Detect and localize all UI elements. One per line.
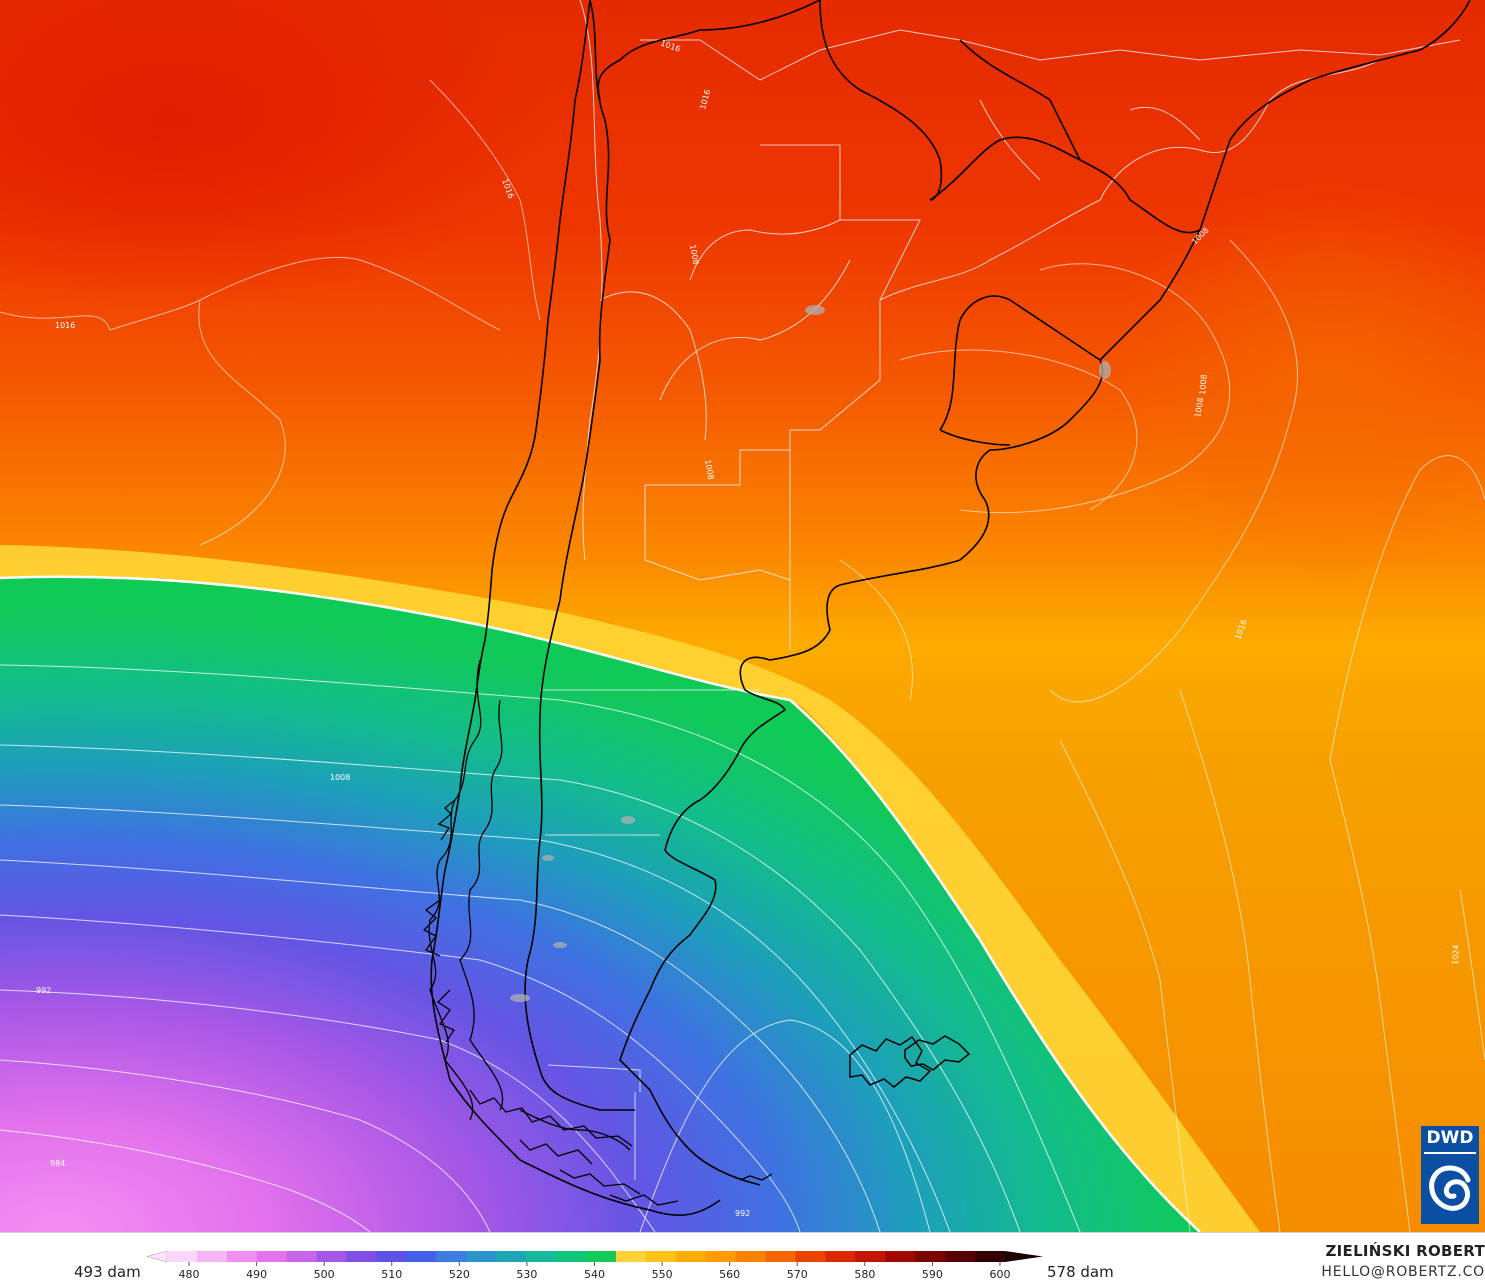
author-email: HELLO@ROBERTZ.CO [1321,1264,1485,1280]
scale-tick-label: 560 [719,1268,740,1281]
coastlines [430,0,1471,1216]
isobar-label-1016-a: 1016 [55,321,75,330]
scale-bin [915,1251,946,1262]
author-name: ZIELIŃSKI ROBERT [1325,1242,1485,1260]
scale-tick-label: 600 [990,1268,1011,1281]
scale-bin [466,1251,497,1262]
scale-bin [526,1251,557,1262]
scale-bin [885,1251,916,1262]
isobar-label-1008-e: 1008 [330,773,350,782]
dwd-logo-text: DWD [1426,1128,1474,1148]
scale-tick-label: 530 [516,1268,537,1281]
scale-bin [496,1251,527,1262]
scale-bin [735,1251,767,1262]
scale-bin [556,1251,587,1262]
isobar-label-992-b: 992 [735,1209,750,1218]
scale-bin [645,1251,677,1262]
scale-bin [705,1251,737,1262]
lakes [510,305,1111,1002]
isobars-cold [0,664,1081,1232]
chile-fjords [422,659,773,1206]
scale-bin [256,1251,288,1262]
scale-tick-label: 480 [179,1268,200,1281]
color-scale: 480 490 500 510 520 530 540 550 560 570 580 590 600 [146,1250,1043,1281]
weather-map: 1016 1016 1016 1016 1008 1008 1008 1008 … [0,0,1485,1232]
scale-bin [406,1251,437,1262]
scale-bin [316,1251,348,1262]
legend-max-label: 578 dam [1047,1263,1114,1281]
scale-bin [765,1251,797,1262]
scale-tick-label: 510 [381,1268,402,1281]
isobar-label-1008-c: 1008 [1198,374,1209,395]
isobar-label-1008-f: 1008 [1193,397,1205,419]
scale-tick-label: 570 [787,1268,808,1281]
scale-bin [945,1251,976,1262]
scale-bin [615,1251,647,1262]
scale-tick-label: 590 [922,1268,943,1281]
isobars-warm [0,79,1485,1232]
dwd-swirl-icon [1429,1165,1471,1211]
scale-bin [346,1251,378,1262]
cold-low-field [0,576,1200,1232]
front-edge-line [0,575,1201,1232]
scale-tick-label: 500 [314,1268,335,1281]
scale-bin [855,1251,886,1262]
falkland-islands [849,1035,971,1088]
isobar-label-984: 984 [50,1159,65,1168]
scale-max-arrow [1005,1251,1043,1262]
isobar-label-1008-d: 1008 [703,459,715,481]
scale-bin [825,1251,856,1262]
scale-bin [226,1251,258,1262]
scale-bin [795,1251,827,1262]
scale-tick-label: 550 [652,1268,673,1281]
isobar-label-992-a: 992 [36,986,51,995]
scale-bin [167,1251,198,1262]
scale-tick-label: 540 [584,1268,605,1281]
isobar-label-1008-a: 1008 [688,244,700,266]
legend-footer: 493 dam 480 490 500 510 520 530 540 550 560 570 58… [0,1232,1485,1288]
scale-tick-label: 490 [246,1268,267,1281]
scale-bin [376,1251,408,1262]
scale-bin [436,1251,467,1262]
scale-bin [196,1251,228,1262]
scale-min-arrow [146,1250,168,1263]
scale-tick-label: 520 [449,1268,470,1281]
dwd-logo: DWD [1421,1126,1479,1224]
scale-bin [975,1251,1006,1262]
scale-bin [675,1251,707,1262]
isobar-label-1024: 1024 [1451,944,1461,965]
scale-tick-label: 580 [854,1268,875,1281]
legend-min-label: 493 dam [74,1263,141,1281]
scale-bin [286,1251,318,1262]
scale-bin [586,1251,617,1262]
high-core-nw [0,0,550,310]
